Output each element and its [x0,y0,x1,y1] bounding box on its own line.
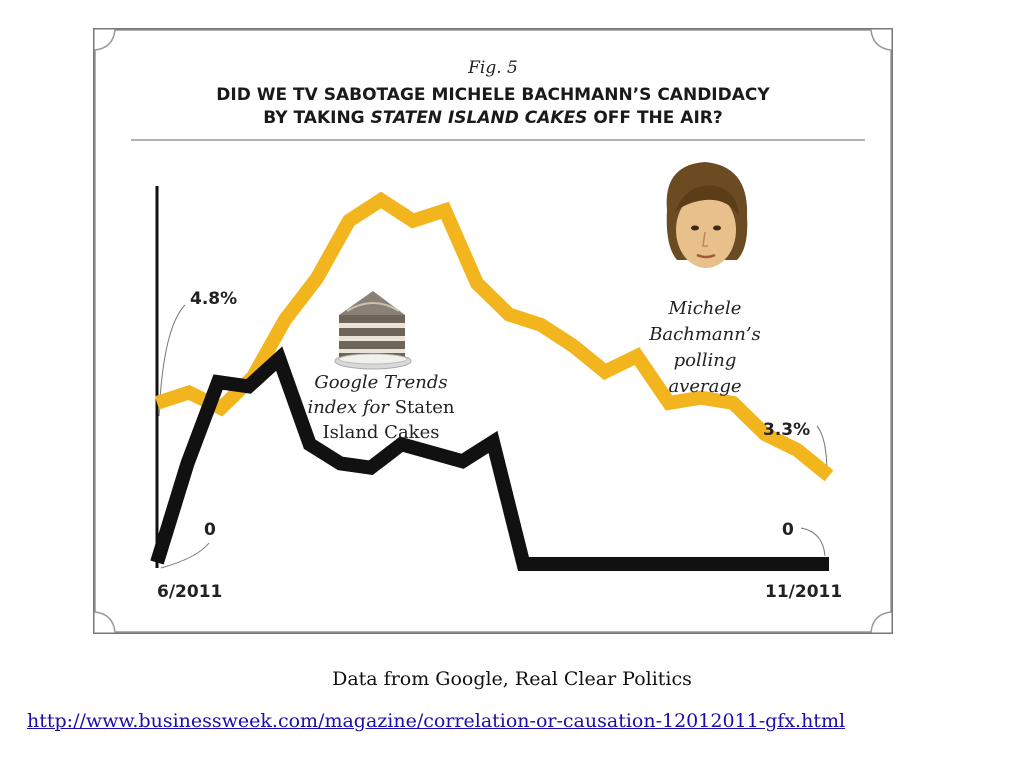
title-line-2-prefix: BY TAKING [263,108,371,128]
title-line-2-suffix: OFF THE AIR? [587,108,723,128]
frame-border [93,28,893,634]
polling-annotation: Michele Bachmann’s polling average [635,296,775,400]
figure-panel: Fig. 5 DID WE TV SABOTAGE MICHELE BACHMA… [93,28,893,634]
leader-black-start [160,542,210,569]
fig-label: Fig. 5 [468,58,518,78]
series-trends-group [150,346,830,571]
trends-annotation-line-2-rest: Staten [389,397,455,418]
title-line-2-italic: STATEN ISLAND CAKES [370,108,588,128]
polling-annotation-line-4: average [668,376,742,397]
series-polling-group [154,191,834,482]
source-link[interactable]: http://www.businessweek.com/magazine/cor… [27,710,846,732]
trends-annotation: Google Trends index for Staten Island Ca… [291,370,471,445]
leader-black-end [800,527,826,557]
polling-end-label: 3.3% [763,420,811,440]
trends-annotation-line-1: Google Trends [314,372,448,393]
x-label-start: 6/2011 [157,582,223,602]
trends-annotation-line-2: index for Staten [291,395,471,420]
title-line-1: DID WE TV SABOTAGE MICHELE BACHMANN’S CA… [216,85,770,105]
trends-annotation-line-3: Island Cakes [322,422,440,443]
trends-end-label: 0 [782,520,794,540]
polling-start-label: 4.8% [190,289,238,309]
chart-title: DID WE TV SABOTAGE MICHELE BACHMANN’S CA… [133,84,853,130]
title-line-2: BY TAKING STATEN ISLAND CAKES OFF THE AI… [133,107,853,130]
source-caption: Data from Google, Real Clear Politics [332,668,692,690]
bachmann-portrait [666,162,748,268]
polling-line [154,191,834,482]
polling-annotation-line-3: polling [673,350,737,371]
cake-icon [334,291,412,370]
chart-svg [93,28,893,634]
polling-annotation-line-2: Bachmann’s [649,324,761,345]
trends-annotation-line-2-italic: index for [307,397,389,418]
polling-annotation-line-1: Michele [668,298,742,319]
trends-start-label: 0 [204,520,216,540]
x-label-end: 11/2011 [765,582,843,602]
